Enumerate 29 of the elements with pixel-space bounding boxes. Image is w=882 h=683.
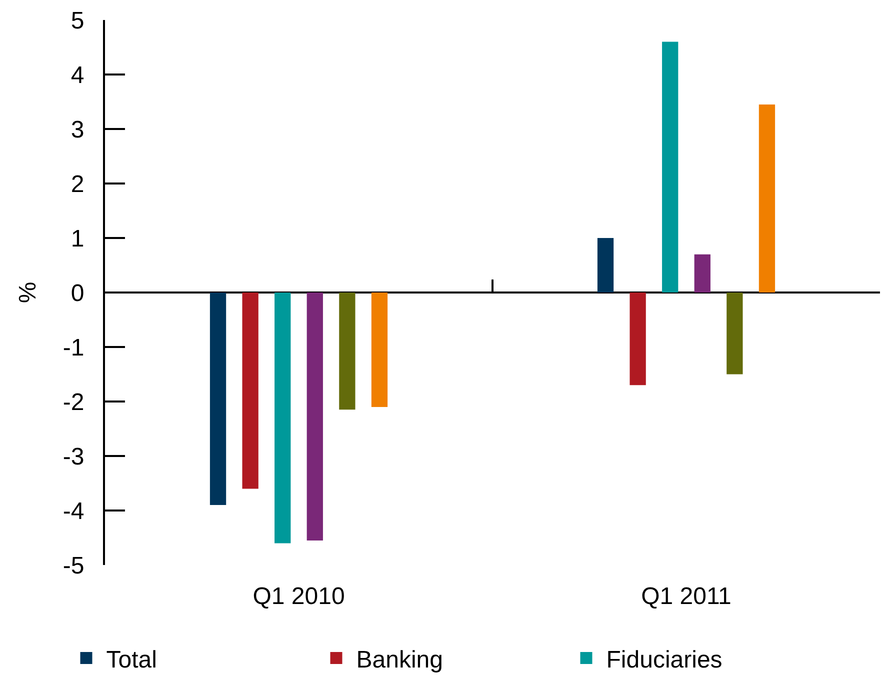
legend-label: Fiduciaries — [606, 646, 722, 674]
bar — [210, 292, 226, 506]
bar — [694, 254, 710, 292]
y-tick-label: 3 — [70, 116, 84, 144]
bar — [274, 292, 291, 544]
bar — [242, 292, 258, 489]
bar — [758, 104, 776, 292]
bar — [371, 292, 388, 407]
y-tick-label: 5 — [70, 7, 84, 34]
bar — [726, 292, 743, 374]
y-tick-label: 1 — [70, 225, 84, 252]
x-tick-label: Q1 2010 — [252, 583, 345, 610]
y-tick-label: -4 — [62, 498, 84, 525]
bar — [339, 292, 356, 410]
bar — [306, 292, 323, 540]
y-axis-title: % — [14, 282, 42, 304]
y-tick-label: -1 — [62, 334, 84, 362]
legend-label: Banking — [356, 646, 443, 674]
y-tick-label: 2 — [70, 170, 84, 198]
legend-label: Total — [106, 646, 157, 674]
bar — [597, 238, 614, 292]
y-tick-label: -2 — [62, 388, 84, 416]
y-tick-label: 4 — [70, 62, 84, 89]
y-tick-label: -5 — [62, 552, 84, 580]
x-tick-label: Q1 2011 — [641, 583, 732, 610]
y-tick-label: 0 — [70, 280, 84, 307]
bar — [662, 42, 678, 292]
y-tick-label: -3 — [62, 443, 84, 470]
bar — [630, 292, 646, 386]
